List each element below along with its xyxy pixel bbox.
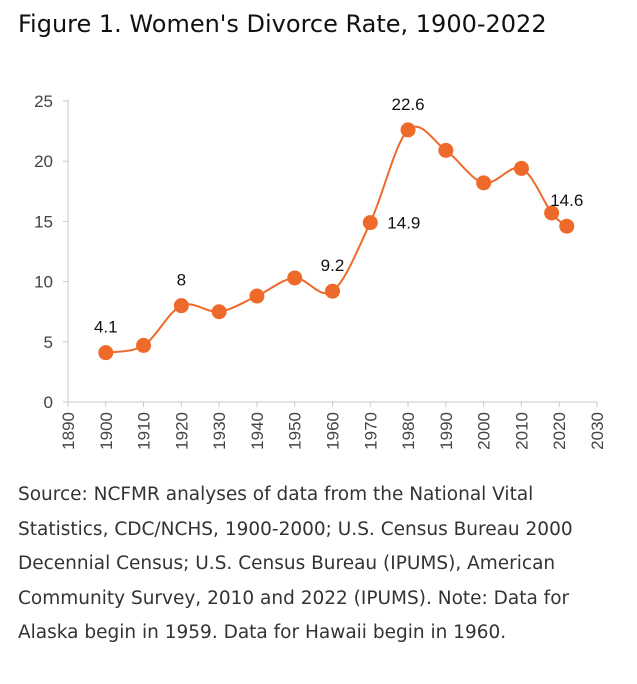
data-point	[362, 215, 378, 231]
x-tick-label: 1990	[437, 412, 456, 450]
data-point	[400, 122, 416, 138]
data-point	[249, 288, 265, 304]
data-point	[173, 298, 189, 314]
data-point	[287, 270, 303, 286]
chart-data-labels: 4.1 8 9.2 14.9 22.6 14.6	[94, 95, 583, 337]
x-tick-label: 1940	[248, 412, 267, 450]
y-tick-label: 10	[34, 273, 53, 292]
data-point	[136, 337, 152, 353]
data-label: 4.1	[94, 318, 118, 337]
data-label: 22.6	[392, 95, 425, 114]
data-point	[513, 160, 529, 176]
x-tick-label: 1930	[210, 412, 229, 450]
x-tick-label: 2030	[588, 412, 607, 450]
chart-axes: 0 5 10 15 20 25 1890 1900 1910 1920 1930 1940 1950 19…	[34, 92, 607, 450]
y-tick-label: 25	[34, 92, 53, 111]
y-tick-label: 20	[34, 152, 53, 171]
source-note: Source: NCFMR analyses of data from the …	[18, 484, 573, 643]
x-tick-label: 1960	[324, 412, 343, 450]
data-point	[98, 345, 114, 361]
y-tick-label: 0	[44, 393, 53, 412]
series-line	[105, 125, 568, 354]
data-label: 14.9	[387, 214, 420, 233]
x-tick-label: 1980	[399, 412, 418, 450]
y-tick-label: 5	[44, 333, 53, 352]
data-point	[438, 142, 454, 158]
x-tick-label: 1970	[361, 412, 380, 450]
x-tick-label: 1950	[286, 412, 305, 450]
data-point	[325, 283, 340, 299]
data-label: 8	[177, 271, 186, 290]
x-tick-label: 2010	[512, 412, 531, 450]
data-label: 14.6	[550, 191, 583, 210]
data-point	[559, 218, 575, 234]
data-point	[544, 205, 560, 221]
x-tick-label: 1910	[135, 412, 154, 450]
data-label: 9.2	[321, 256, 345, 275]
x-tick-label: 1900	[97, 412, 116, 450]
chart-series	[98, 122, 575, 361]
line-chart: 0 5 10 15 20 25 1890 1900 1910 1920 1930 1940 1950 19…	[34, 92, 607, 450]
x-tick-label: 2000	[475, 412, 494, 450]
x-tick-label: 1920	[172, 412, 191, 450]
x-tick-label: 2020	[550, 412, 569, 450]
data-point	[211, 304, 227, 320]
data-point	[476, 175, 492, 191]
chart-title: Figure 1. Women's Divorce Rate, 1900-202…	[18, 10, 547, 38]
y-tick-label: 15	[34, 212, 53, 231]
x-tick-label: 1890	[59, 412, 78, 450]
